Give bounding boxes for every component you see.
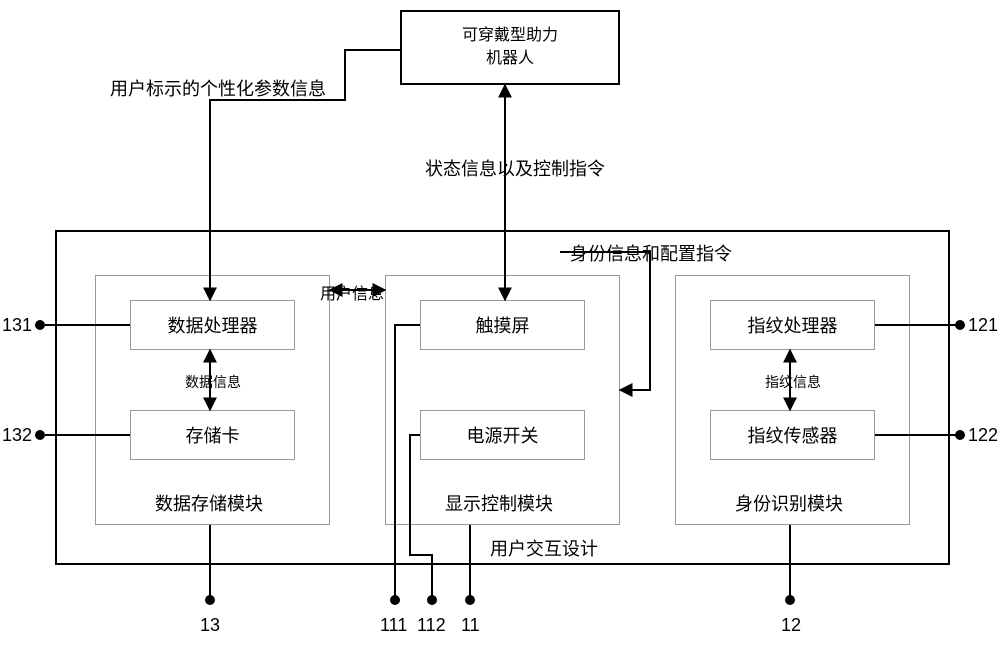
power-label: 电源开关: [467, 422, 539, 448]
data-processor-box: 数据处理器: [130, 300, 295, 350]
robot-label-2: 机器人: [486, 48, 534, 70]
pin-132-label: 132: [2, 425, 32, 446]
pin-112-label: 112: [417, 615, 446, 636]
robot-box: 可穿戴型助力 机器人: [400, 10, 620, 85]
pin-111-dot: [390, 595, 400, 605]
edge-data-info: 数据信息: [185, 372, 241, 392]
identity-title: 身份识别模块: [735, 490, 843, 516]
pin-11-label: 11: [461, 615, 480, 636]
pin-111-label: 111: [380, 615, 407, 636]
fp-proc-box: 指纹处理器: [710, 300, 875, 350]
fp-sensor-label: 指纹传感器: [748, 422, 838, 448]
display-title: 显示控制模块: [445, 490, 553, 516]
edge-center: 状态信息以及控制指令: [425, 155, 605, 181]
power-box: 电源开关: [420, 410, 585, 460]
storage-card-box: 存储卡: [130, 410, 295, 460]
edge-fp-info: 指纹信息: [765, 372, 821, 392]
fp-proc-label: 指纹处理器: [748, 312, 838, 338]
pin-132-dot: [35, 430, 45, 440]
data-processor-label: 数据处理器: [168, 312, 258, 338]
storage-card-label: 存储卡: [186, 422, 240, 448]
touch-box: 触摸屏: [420, 300, 585, 350]
storage-title: 数据存储模块: [155, 490, 263, 516]
outer-title: 用户交互设计: [490, 535, 598, 561]
edge-user-info: 用户信息: [320, 280, 384, 304]
robot-label-1: 可穿戴型助力: [462, 25, 558, 47]
pin-121-dot: [955, 320, 965, 330]
pin-131-label: 131: [2, 315, 32, 336]
touch-label: 触摸屏: [476, 312, 530, 338]
pin-13-dot: [205, 595, 215, 605]
pin-121-label: 121: [968, 315, 998, 336]
pin-12-label: 12: [781, 615, 801, 636]
fp-sensor-box: 指纹传感器: [710, 410, 875, 460]
pin-122-label: 122: [968, 425, 998, 446]
pin-112-dot: [427, 595, 437, 605]
edge-right: 身份信息和配置指令: [570, 240, 732, 266]
pin-13-label: 13: [200, 615, 220, 636]
edge-left-top: 用户标示的个性化参数信息: [110, 75, 326, 101]
pin-131-dot: [35, 320, 45, 330]
pin-11-dot: [465, 595, 475, 605]
pin-122-dot: [955, 430, 965, 440]
pin-12-dot: [785, 595, 795, 605]
